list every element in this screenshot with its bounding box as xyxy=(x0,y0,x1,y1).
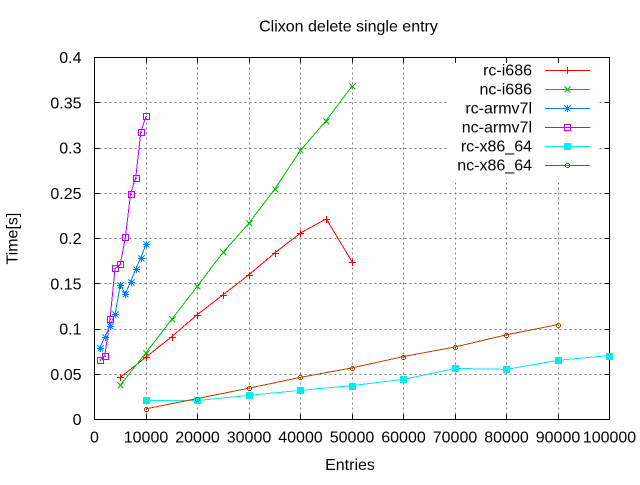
svg-text:0.3: 0.3 xyxy=(59,141,81,158)
svg-text:10000: 10000 xyxy=(124,430,169,447)
svg-text:0.4: 0.4 xyxy=(59,50,81,67)
svg-text:nc-armv7l: nc-armv7l xyxy=(462,120,532,137)
svg-text:100000: 100000 xyxy=(583,430,636,447)
svg-text:20000: 20000 xyxy=(175,430,220,447)
svg-text:0.35: 0.35 xyxy=(50,95,81,112)
svg-text:60000: 60000 xyxy=(381,430,426,447)
svg-text:0.25: 0.25 xyxy=(50,186,81,203)
svg-text:rc-armv7l: rc-armv7l xyxy=(465,101,532,118)
svg-text:rc-i686: rc-i686 xyxy=(483,63,532,80)
svg-text:nc-i686: nc-i686 xyxy=(480,82,533,99)
svg-text:80000: 80000 xyxy=(484,430,529,447)
svg-text:0.05: 0.05 xyxy=(50,367,81,384)
svg-text:rc-x86_64: rc-x86_64 xyxy=(461,139,532,156)
svg-text:0.2: 0.2 xyxy=(59,231,81,248)
svg-text:0.1: 0.1 xyxy=(59,322,81,339)
svg-text:0.15: 0.15 xyxy=(50,276,81,293)
svg-text:40000: 40000 xyxy=(278,430,323,447)
svg-text:nc-x86_64: nc-x86_64 xyxy=(457,158,532,175)
svg-text:0: 0 xyxy=(73,412,82,429)
svg-text:Entries: Entries xyxy=(325,457,375,474)
svg-text:30000: 30000 xyxy=(227,430,272,447)
svg-text:0: 0 xyxy=(90,430,99,447)
svg-text:Clixon delete single entry: Clixon delete single entry xyxy=(259,19,438,36)
svg-text:70000: 70000 xyxy=(433,430,478,447)
svg-text:50000: 50000 xyxy=(330,430,375,447)
svg-text:Time[s]: Time[s] xyxy=(5,213,22,265)
svg-text:90000: 90000 xyxy=(536,430,581,447)
